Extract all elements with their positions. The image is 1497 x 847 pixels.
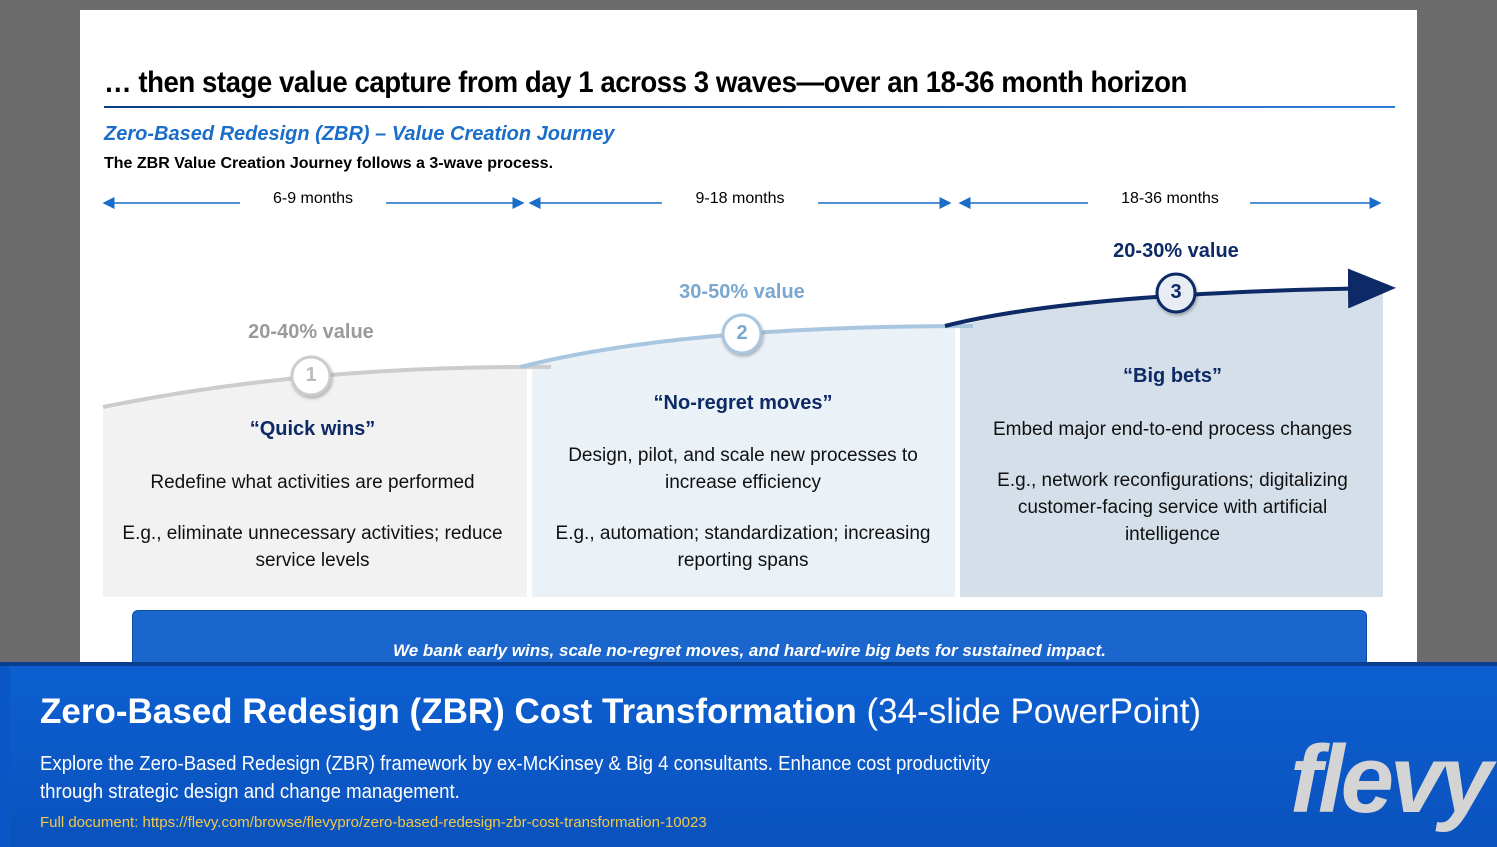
wave3-content: “Big bets” Embed major end-to-end proces… xyxy=(970,363,1375,548)
wave2-curve xyxy=(519,324,974,369)
wave-graphic xyxy=(102,197,1396,597)
wave3-curve xyxy=(944,268,1396,328)
slide-subtitle: Zero-Based Redesign (ZBR) – Value Creati… xyxy=(104,123,615,145)
wave2-value: 30-50% value xyxy=(679,281,805,303)
wave1-marker xyxy=(290,355,332,397)
banner-title-main: Zero-Based Redesign (ZBR) Cost Transform… xyxy=(40,692,857,731)
banner-link[interactable]: Full document: https://flevy.com/browse/… xyxy=(40,814,707,831)
flevy-logo: flevy xyxy=(1290,726,1493,833)
wave2-heading: “No-regret moves” xyxy=(653,392,833,414)
slide-title: … then stage value capture from day 1 ac… xyxy=(104,66,1187,99)
wave1-value: 20-40% value xyxy=(248,321,374,343)
wave2-example: E.g., automation; standardization; incre… xyxy=(555,523,931,571)
timeline-label-2: 9-18 months xyxy=(695,190,785,207)
wave3-marker xyxy=(1155,272,1197,314)
timeline-label-1: 6-9 months xyxy=(272,190,354,207)
title-divider xyxy=(104,106,1395,108)
wave1-description: Redefine what activities are performed xyxy=(150,472,475,493)
slide: … then stage value capture from day 1 ac… xyxy=(80,10,1417,672)
wave3-example: E.g., network reconfigurations; digitali… xyxy=(997,470,1348,545)
banner-title-suffix: (34-slide PowerPoint) xyxy=(866,692,1202,731)
wave1-number: 1 xyxy=(305,364,317,386)
wave3-description: Embed major end-to-end process changes xyxy=(992,419,1353,440)
promo-banner-inner: Zero-Based Redesign (ZBR) Cost Transform… xyxy=(10,666,1497,847)
wave1-example: E.g., eliminate unnecessary activities; … xyxy=(122,523,503,571)
summary-callout-text: We bank early wins, scale no-regret move… xyxy=(393,641,1106,660)
wave1-content: “Quick wins” Redefine what activities ar… xyxy=(110,416,515,574)
wave2-description: Design, pilot, and scale new processes t… xyxy=(568,445,918,493)
banner-title: Zero-Based Redesign (ZBR) Cost Transform… xyxy=(40,692,1201,732)
wave3-panel xyxy=(960,288,1383,597)
wave3-heading: “Big bets” xyxy=(1123,365,1222,387)
timeline-label-3: 18-36 months xyxy=(1121,190,1219,207)
promo-banner: Zero-Based Redesign (ZBR) Cost Transform… xyxy=(0,662,1497,847)
wave2-number: 2 xyxy=(736,322,748,344)
banner-description: Explore the Zero-Based Redesign (ZBR) fr… xyxy=(40,753,991,803)
wave1-panel xyxy=(103,366,527,597)
wave3-value: 20-30% value xyxy=(1113,240,1239,262)
slide-intro: The ZBR Value Creation Journey follows a… xyxy=(104,155,554,172)
wave2-panel xyxy=(532,326,955,597)
wave3-number: 3 xyxy=(1170,281,1182,303)
wave2-content: “No-regret moves” Design, pilot, and sca… xyxy=(542,390,944,574)
wave2-marker xyxy=(721,313,763,355)
wave1-heading: “Quick wins” xyxy=(249,418,376,440)
